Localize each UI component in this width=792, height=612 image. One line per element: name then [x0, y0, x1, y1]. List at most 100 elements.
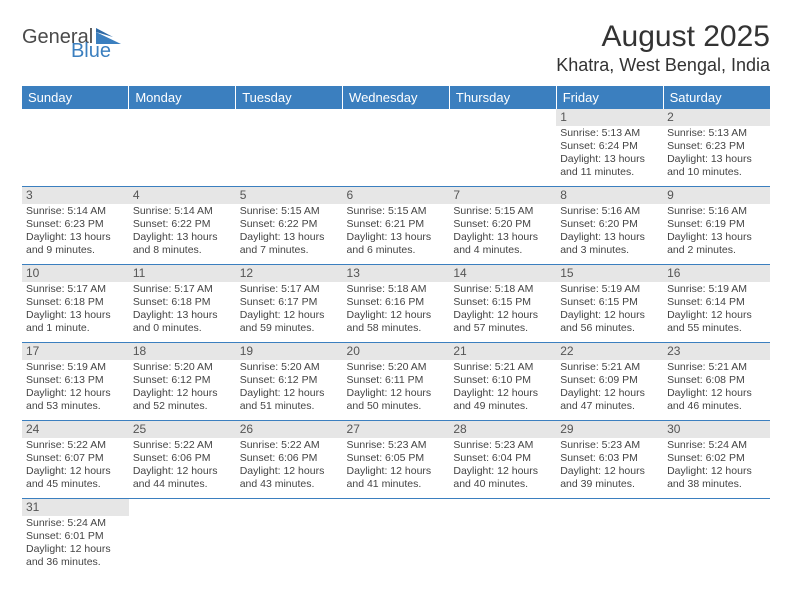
- col-tue: Tuesday: [236, 86, 343, 109]
- day-sr: Sunrise: 5:23 AM: [347, 439, 446, 452]
- page: General August 2025 Khatra, West Bengal,…: [0, 0, 792, 612]
- day-d2: and 52 minutes.: [133, 400, 232, 413]
- day-sr: Sunrise: 5:20 AM: [133, 361, 232, 374]
- calendar-cell: 7Sunrise: 5:15 AMSunset: 6:20 PMDaylight…: [449, 187, 556, 265]
- day-number: 2: [663, 109, 770, 126]
- day-d1: Daylight: 12 hours: [667, 387, 766, 400]
- day-d2: and 39 minutes.: [560, 478, 659, 491]
- day-body: Sunrise: 5:24 AMSunset: 6:01 PMDaylight:…: [22, 516, 129, 572]
- calendar-cell: 21Sunrise: 5:21 AMSunset: 6:10 PMDayligh…: [449, 343, 556, 421]
- day-sr: Sunrise: 5:17 AM: [240, 283, 339, 296]
- day-sr: Sunrise: 5:23 AM: [453, 439, 552, 452]
- day-d2: and 43 minutes.: [240, 478, 339, 491]
- day-d1: Daylight: 13 hours: [560, 153, 659, 166]
- day-number: 26: [236, 421, 343, 438]
- day-number: 3: [22, 187, 129, 204]
- day-ss: Sunset: 6:11 PM: [347, 374, 446, 387]
- day-number: 16: [663, 265, 770, 282]
- day-sr: Sunrise: 5:19 AM: [26, 361, 125, 374]
- day-d2: and 46 minutes.: [667, 400, 766, 413]
- day-body: Sunrise: 5:22 AMSunset: 6:06 PMDaylight:…: [236, 438, 343, 494]
- day-number: 27: [343, 421, 450, 438]
- day-ss: Sunset: 6:16 PM: [347, 296, 446, 309]
- day-ss: Sunset: 6:01 PM: [26, 530, 125, 543]
- day-body: Sunrise: 5:13 AMSunset: 6:24 PMDaylight:…: [556, 126, 663, 182]
- day-d2: and 55 minutes.: [667, 322, 766, 335]
- day-ss: Sunset: 6:12 PM: [133, 374, 232, 387]
- title-block: August 2025 Khatra, West Bengal, India: [556, 20, 770, 76]
- calendar-cell: [236, 499, 343, 577]
- day-sr: Sunrise: 5:21 AM: [453, 361, 552, 374]
- day-d1: Daylight: 12 hours: [667, 465, 766, 478]
- day-sr: Sunrise: 5:18 AM: [347, 283, 446, 296]
- day-number: 22: [556, 343, 663, 360]
- calendar-body: 1Sunrise: 5:13 AMSunset: 6:24 PMDaylight…: [22, 109, 770, 576]
- calendar-cell: 19Sunrise: 5:20 AMSunset: 6:12 PMDayligh…: [236, 343, 343, 421]
- day-d1: Daylight: 12 hours: [560, 465, 659, 478]
- day-body: Sunrise: 5:23 AMSunset: 6:03 PMDaylight:…: [556, 438, 663, 494]
- day-d2: and 50 minutes.: [347, 400, 446, 413]
- day-sr: Sunrise: 5:22 AM: [133, 439, 232, 452]
- day-body: Sunrise: 5:13 AMSunset: 6:23 PMDaylight:…: [663, 126, 770, 182]
- day-body: Sunrise: 5:21 AMSunset: 6:10 PMDaylight:…: [449, 360, 556, 416]
- calendar-cell: [22, 109, 129, 187]
- calendar-cell: 24Sunrise: 5:22 AMSunset: 6:07 PMDayligh…: [22, 421, 129, 499]
- day-body: Sunrise: 5:22 AMSunset: 6:07 PMDaylight:…: [22, 438, 129, 494]
- day-sr: Sunrise: 5:13 AM: [560, 127, 659, 140]
- day-d1: Daylight: 12 hours: [453, 387, 552, 400]
- day-d2: and 58 minutes.: [347, 322, 446, 335]
- day-body: Sunrise: 5:23 AMSunset: 6:05 PMDaylight:…: [343, 438, 450, 494]
- day-ss: Sunset: 6:21 PM: [347, 218, 446, 231]
- day-ss: Sunset: 6:20 PM: [560, 218, 659, 231]
- day-sr: Sunrise: 5:14 AM: [133, 205, 232, 218]
- day-d2: and 59 minutes.: [240, 322, 339, 335]
- day-number: 4: [129, 187, 236, 204]
- calendar-cell: [449, 109, 556, 187]
- day-sr: Sunrise: 5:23 AM: [560, 439, 659, 452]
- location-subtitle: Khatra, West Bengal, India: [556, 55, 770, 76]
- calendar-cell: [663, 499, 770, 577]
- day-body: Sunrise: 5:17 AMSunset: 6:17 PMDaylight:…: [236, 282, 343, 338]
- calendar-cell: 22Sunrise: 5:21 AMSunset: 6:09 PMDayligh…: [556, 343, 663, 421]
- day-d1: Daylight: 12 hours: [560, 387, 659, 400]
- calendar-cell: 27Sunrise: 5:23 AMSunset: 6:05 PMDayligh…: [343, 421, 450, 499]
- day-number: 20: [343, 343, 450, 360]
- calendar-cell: 26Sunrise: 5:22 AMSunset: 6:06 PMDayligh…: [236, 421, 343, 499]
- page-title: August 2025: [556, 20, 770, 53]
- day-body: Sunrise: 5:21 AMSunset: 6:08 PMDaylight:…: [663, 360, 770, 416]
- calendar-cell: 29Sunrise: 5:23 AMSunset: 6:03 PMDayligh…: [556, 421, 663, 499]
- day-ss: Sunset: 6:04 PM: [453, 452, 552, 465]
- day-ss: Sunset: 6:06 PM: [240, 452, 339, 465]
- day-ss: Sunset: 6:17 PM: [240, 296, 339, 309]
- day-body: Sunrise: 5:19 AMSunset: 6:14 PMDaylight:…: [663, 282, 770, 338]
- day-body: Sunrise: 5:15 AMSunset: 6:22 PMDaylight:…: [236, 204, 343, 260]
- day-ss: Sunset: 6:19 PM: [667, 218, 766, 231]
- calendar-head: Sunday Monday Tuesday Wednesday Thursday…: [22, 86, 770, 109]
- calendar-row: 17Sunrise: 5:19 AMSunset: 6:13 PMDayligh…: [22, 343, 770, 421]
- day-d2: and 57 minutes.: [453, 322, 552, 335]
- day-d2: and 9 minutes.: [26, 244, 125, 257]
- calendar-cell: 15Sunrise: 5:19 AMSunset: 6:15 PMDayligh…: [556, 265, 663, 343]
- calendar-cell: [556, 499, 663, 577]
- day-body: Sunrise: 5:21 AMSunset: 6:09 PMDaylight:…: [556, 360, 663, 416]
- calendar-cell: 3Sunrise: 5:14 AMSunset: 6:23 PMDaylight…: [22, 187, 129, 265]
- calendar-cell: 23Sunrise: 5:21 AMSunset: 6:08 PMDayligh…: [663, 343, 770, 421]
- calendar-row: 31Sunrise: 5:24 AMSunset: 6:01 PMDayligh…: [22, 499, 770, 577]
- day-d1: Daylight: 12 hours: [347, 465, 446, 478]
- calendar-cell: 14Sunrise: 5:18 AMSunset: 6:15 PMDayligh…: [449, 265, 556, 343]
- day-d2: and 47 minutes.: [560, 400, 659, 413]
- day-d2: and 51 minutes.: [240, 400, 339, 413]
- calendar-cell: [343, 109, 450, 187]
- day-number: 7: [449, 187, 556, 204]
- logo-line2: GeneBlue: [22, 34, 111, 63]
- logo-text-2: Blue: [71, 40, 111, 63]
- calendar-cell: [449, 499, 556, 577]
- day-d1: Daylight: 13 hours: [667, 153, 766, 166]
- day-number: 12: [236, 265, 343, 282]
- day-body: Sunrise: 5:20 AMSunset: 6:11 PMDaylight:…: [343, 360, 450, 416]
- calendar-cell: 16Sunrise: 5:19 AMSunset: 6:14 PMDayligh…: [663, 265, 770, 343]
- day-d2: and 8 minutes.: [133, 244, 232, 257]
- day-d1: Daylight: 13 hours: [453, 231, 552, 244]
- day-d1: Daylight: 12 hours: [133, 465, 232, 478]
- day-number: 17: [22, 343, 129, 360]
